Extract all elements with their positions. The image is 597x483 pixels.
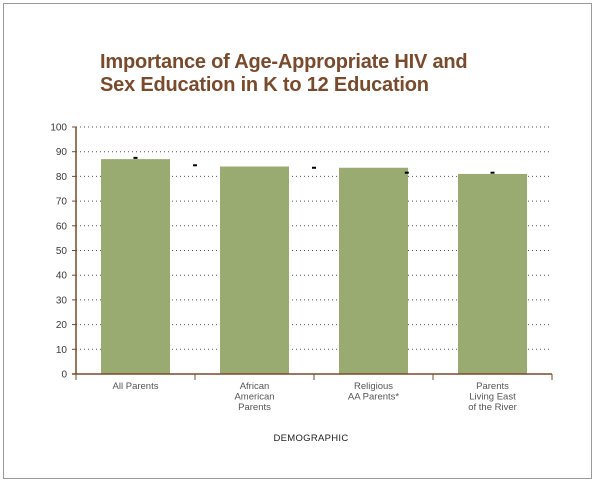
bars xyxy=(101,159,527,374)
value-marker xyxy=(490,171,495,174)
value-marker xyxy=(193,164,197,167)
x-category-label: African American Parents xyxy=(234,381,274,413)
chart-title-line-2: Sex Education in K to 12 Education xyxy=(100,74,429,96)
x-category-labels: All Parents African American ParentsReligio… xyxy=(113,381,517,413)
x-category-label-line: Religious xyxy=(354,381,393,392)
x-category-label-line: of the River xyxy=(468,402,517,413)
x-category-label-line: Parents xyxy=(238,402,271,413)
chart-title: Importance of Age-Appropriate HIV and Se… xyxy=(100,51,520,97)
x-category-label-line: Living East xyxy=(469,392,516,403)
x-category-label-line: American xyxy=(234,392,274,403)
value-marker xyxy=(404,171,409,174)
y-tick-label: 60 xyxy=(56,221,68,232)
x-category-label: Religious AA Parents* xyxy=(348,381,400,403)
y-tick-label: 70 xyxy=(56,197,68,208)
y-tick-label: 40 xyxy=(56,271,68,282)
y-tick-labels: 0 10 20 30 40 50 60 70 80 90 100 xyxy=(50,123,67,381)
y-tick-label: 0 xyxy=(61,370,67,381)
x-category-label-line: Parents xyxy=(476,381,509,392)
axes xyxy=(72,127,553,380)
bar xyxy=(339,167,408,374)
bar xyxy=(220,166,289,374)
y-tick-label: 30 xyxy=(56,295,68,306)
y-tick-label: 50 xyxy=(56,246,68,257)
value-marker xyxy=(312,166,316,169)
y-tick-label: 10 xyxy=(56,345,68,356)
y-tick-label: 90 xyxy=(56,147,68,158)
x-category-label-line: AA Parents* xyxy=(348,392,400,403)
x-category-label-line: All Parents xyxy=(113,381,159,392)
bar xyxy=(101,159,170,374)
y-tick-label: 20 xyxy=(56,320,68,331)
x-axis-title: DEMOGRAPHIC xyxy=(273,433,348,444)
chart-title-line-1: Importance of Age-Appropriate HIV and xyxy=(100,51,468,73)
x-category-label: All Parents xyxy=(113,381,159,392)
x-category-label-line: African xyxy=(240,381,270,392)
bar xyxy=(458,173,527,374)
x-category-label: Parents Living East of the River xyxy=(468,381,517,413)
y-tick-label: 100 xyxy=(50,123,67,134)
y-tick-label: 80 xyxy=(56,172,68,183)
value-markers xyxy=(133,156,495,174)
value-marker xyxy=(133,156,138,159)
